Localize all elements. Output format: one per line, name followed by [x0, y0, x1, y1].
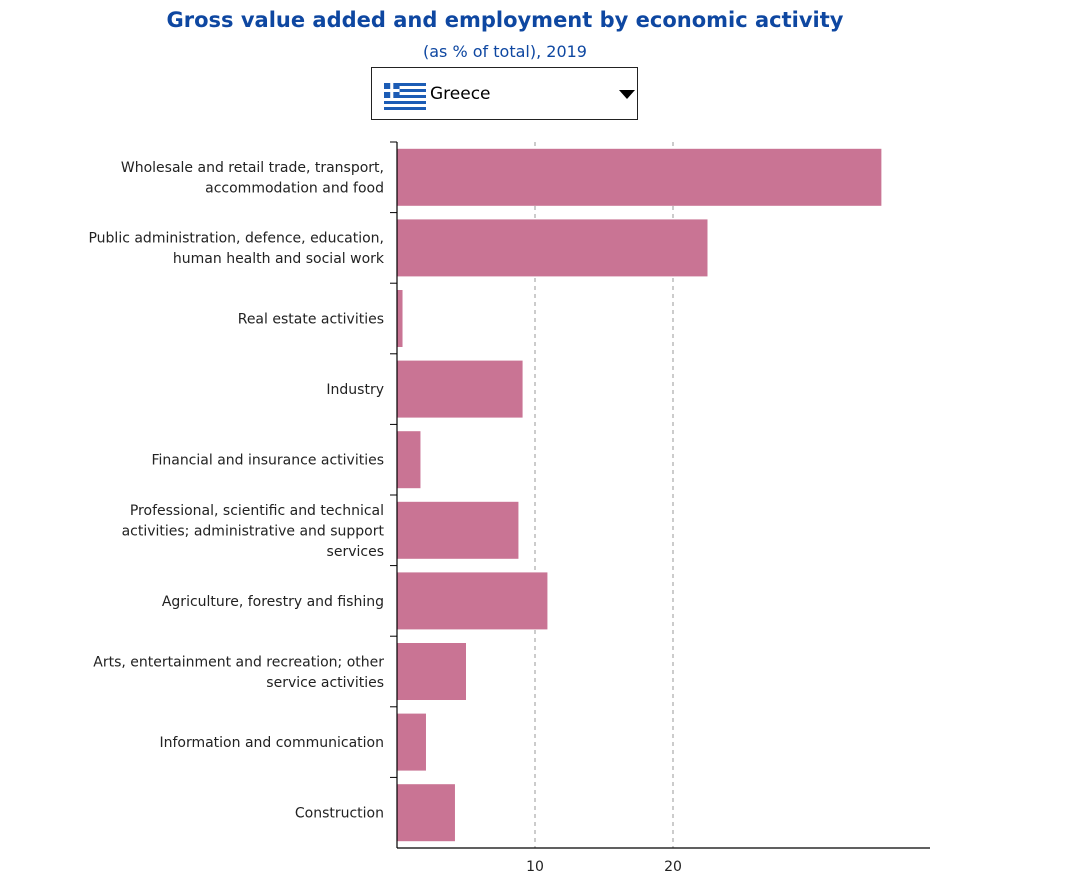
chevron-down-icon — [619, 90, 635, 99]
category-label-line: human health and social work — [173, 251, 385, 267]
category-label-line: Arts, entertainment and recreation; othe… — [93, 654, 384, 670]
x-tick-label: 10 — [526, 859, 544, 875]
bar — [397, 360, 523, 418]
category-label: Financial and insurance activities — [151, 453, 384, 469]
category-label: Agriculture, forestry and fishing — [162, 594, 384, 610]
category-label-line: Real estate activities — [238, 312, 384, 328]
category-label: Construction — [295, 806, 384, 822]
category-label: Real estate activities — [238, 312, 384, 328]
bar — [397, 148, 882, 206]
bar — [397, 501, 519, 559]
chart-subtitle: (as % of total), 2019 — [423, 42, 587, 61]
category-label: Wholesale and retail trade, transport, ac… — [121, 160, 384, 197]
category-label-line: Professional, scientific and technical — [130, 503, 384, 519]
bar — [397, 784, 455, 842]
category-label-line: Public administration, defence, educatio… — [88, 231, 384, 247]
category-label-line: Agriculture, forestry and fishing — [162, 594, 384, 610]
bar — [397, 572, 548, 630]
category-label: Information and communication — [159, 735, 384, 751]
category-label-line: Financial and insurance activities — [151, 453, 384, 469]
bar — [397, 290, 403, 347]
category-label-line: services — [327, 544, 384, 560]
bar — [397, 713, 426, 771]
category-label: Public administration, defence, educatio… — [88, 231, 384, 268]
category-label-line: Information and communication — [159, 735, 384, 751]
bar — [397, 219, 708, 277]
selected-country: Greece — [430, 84, 491, 104]
category-label-line: Industry — [326, 382, 384, 398]
category-label-line: Wholesale and retail trade, transport, — [121, 160, 384, 176]
category-label-line: Construction — [295, 806, 384, 822]
chart-title: Gross value added and employment by econ… — [166, 8, 844, 32]
category-label: Industry — [326, 382, 384, 398]
bar — [397, 643, 466, 700]
category-label-line: service activities — [266, 675, 384, 691]
category-label-line: accommodation and food — [205, 181, 384, 197]
bar — [397, 431, 421, 489]
category-label: Arts, entertainment and recreation; othe… — [93, 654, 384, 691]
category-label: Professional, scientific and technical ac… — [122, 503, 385, 560]
country-dropdown[interactable]: Greece — [371, 67, 638, 120]
x-tick-label: 20 — [664, 859, 682, 875]
greece-flag-icon — [384, 83, 426, 110]
category-label-line: activities; administrative and support — [122, 523, 385, 539]
